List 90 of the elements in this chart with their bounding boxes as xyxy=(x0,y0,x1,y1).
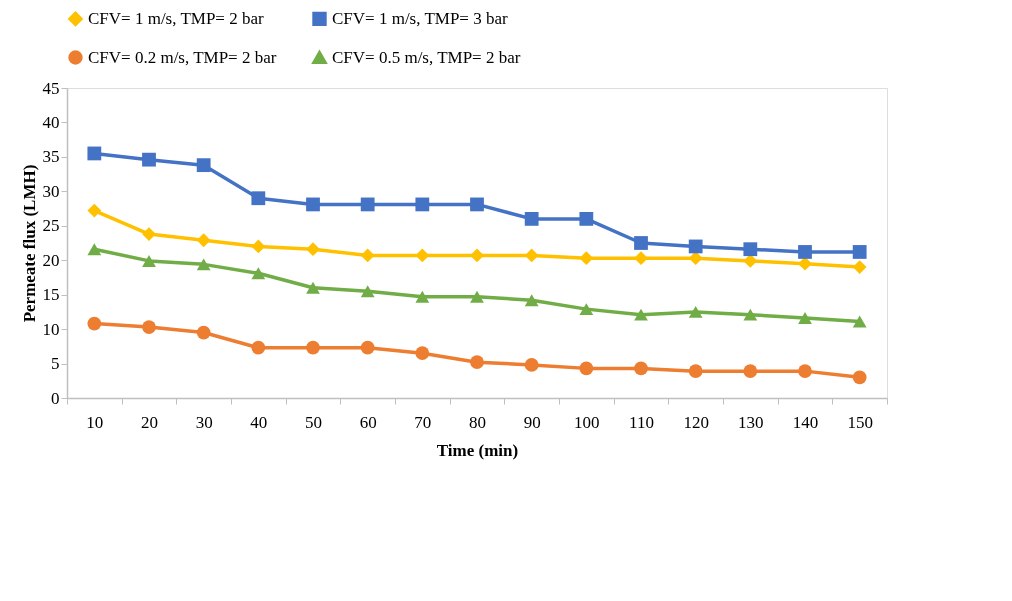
point xyxy=(470,355,484,370)
point xyxy=(688,305,703,318)
x-tick-label: 50 xyxy=(305,412,322,432)
point xyxy=(470,290,484,303)
point xyxy=(142,320,156,334)
x-tick-label: 120 xyxy=(683,412,709,432)
point xyxy=(634,236,648,250)
point xyxy=(524,212,539,226)
point xyxy=(798,256,812,271)
legend-label: CFV= 0.5 m/s, TMP= 2 bar xyxy=(332,47,521,67)
x-tick-label: 80 xyxy=(469,412,486,432)
x-tick-label: 130 xyxy=(738,412,764,432)
point xyxy=(798,364,812,379)
point xyxy=(196,158,211,173)
x-tick-label: 140 xyxy=(792,412,819,432)
point xyxy=(415,248,430,263)
point xyxy=(360,340,375,355)
point xyxy=(142,254,156,267)
x-tick-label: 70 xyxy=(414,412,432,432)
point xyxy=(579,361,594,376)
point xyxy=(743,364,758,379)
point xyxy=(415,197,430,212)
y-tick-label: 0 xyxy=(51,388,60,408)
y-tick-label: 25 xyxy=(42,216,60,236)
point xyxy=(688,364,703,379)
point xyxy=(251,191,266,206)
point xyxy=(87,146,102,161)
point xyxy=(579,212,594,226)
point xyxy=(196,233,211,248)
y-tick-label: 45 xyxy=(42,78,60,98)
point xyxy=(852,245,867,259)
point xyxy=(415,290,430,303)
point xyxy=(306,242,320,257)
x-tick-label: 150 xyxy=(847,412,873,432)
point xyxy=(798,245,812,259)
point xyxy=(251,239,266,254)
point xyxy=(360,248,375,263)
y-tick-label: 10 xyxy=(42,319,60,339)
point xyxy=(634,308,648,321)
x-tick-label: 20 xyxy=(141,412,158,432)
point xyxy=(634,361,648,376)
point xyxy=(852,260,867,274)
x-tick-label: 110 xyxy=(629,412,654,432)
point xyxy=(306,281,320,294)
y-tick-label: 20 xyxy=(42,250,60,270)
y-tick-label: 15 xyxy=(42,285,60,305)
point xyxy=(524,358,539,372)
point xyxy=(798,312,812,325)
point xyxy=(87,316,102,331)
point xyxy=(579,251,594,266)
point xyxy=(251,267,266,280)
x-tick-label: 30 xyxy=(195,412,213,432)
point xyxy=(688,239,703,254)
point xyxy=(524,294,539,307)
point xyxy=(852,315,867,328)
point xyxy=(360,197,375,212)
point xyxy=(306,197,320,212)
point xyxy=(524,248,539,263)
x-tick-label: 90 xyxy=(523,412,541,432)
y-axis-title: Permeate flux (LMH) xyxy=(19,164,39,323)
x-tick-label: 100 xyxy=(574,412,600,432)
point xyxy=(634,251,648,266)
point xyxy=(196,325,211,340)
legend-label: CFV= 0.2 m/s, TMP= 2 bar xyxy=(88,47,277,67)
y-tick-label: 30 xyxy=(42,181,60,201)
legend-label: CFV= 1 m/s, TMP= 3 bar xyxy=(332,8,508,28)
legend-label: CFV= 1 m/s, TMP= 2 bar xyxy=(88,8,264,28)
point xyxy=(743,254,758,268)
x-axis-title: Time (min) xyxy=(436,440,519,460)
point xyxy=(470,248,484,263)
x-tick-label: 10 xyxy=(86,412,104,432)
point xyxy=(688,251,703,266)
y-tick-label: 40 xyxy=(42,112,60,132)
point xyxy=(251,340,266,355)
point xyxy=(415,346,430,361)
y-tick-label: 35 xyxy=(42,147,60,167)
point xyxy=(470,197,484,212)
x-tick-label: 40 xyxy=(250,412,268,432)
point xyxy=(360,285,375,298)
point xyxy=(142,152,156,167)
point xyxy=(579,303,594,316)
y-tick-label: 5 xyxy=(51,354,60,374)
point xyxy=(196,258,211,271)
point xyxy=(743,242,758,257)
point xyxy=(852,370,867,385)
point xyxy=(87,243,102,256)
point xyxy=(87,203,102,218)
point xyxy=(743,308,758,321)
point xyxy=(306,340,320,355)
x-tick-label: 60 xyxy=(359,412,377,432)
